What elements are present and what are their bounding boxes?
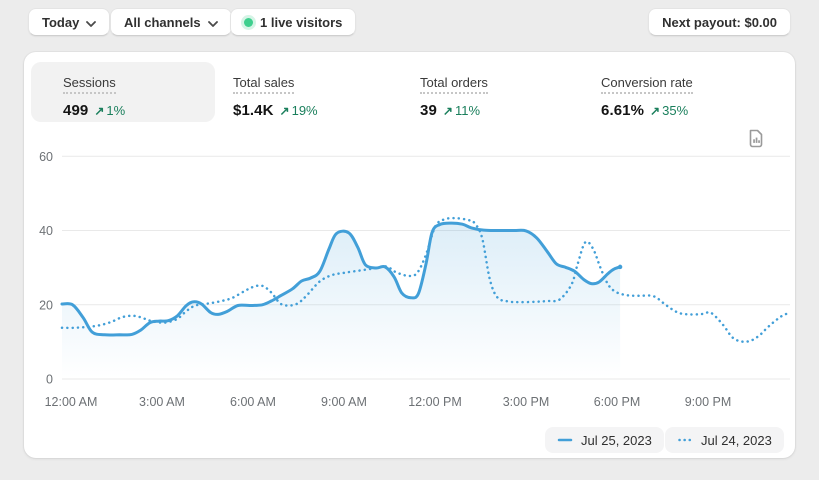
legend-item-jul-24[interactable]: Jul 24, 2023: [665, 427, 784, 453]
live-visitors-badge[interactable]: 1 live visitors: [230, 8, 357, 36]
up-arrow-icon: ↗: [442, 104, 453, 118]
metric-value: 499: [63, 102, 89, 119]
metric-label: Total sales: [233, 75, 295, 94]
legend-item-jul-25[interactable]: Jul 25, 2023: [545, 427, 664, 453]
metric-tab-conversion-rate[interactable]: Conversion rate 6.61% ↗ 35%: [601, 74, 693, 119]
metric-label: Total orders: [420, 75, 488, 94]
metric-tab-sessions-highlight: [31, 62, 215, 122]
chevron-down-icon: [207, 15, 218, 30]
svg-text:9:00 PM: 9:00 PM: [685, 395, 732, 409]
channel-filter-button[interactable]: All channels: [110, 8, 232, 36]
svg-text:12:00 AM: 12:00 AM: [45, 395, 98, 409]
chevron-down-icon: [86, 15, 97, 30]
sessions-line-chart[interactable]: 0 20 40 60 12:00 AM 3:00 AM 6:00 AM 9:00 AM 12:0…: [24, 52, 795, 458]
metric-value: 39: [420, 102, 437, 119]
svg-text:6:00 PM: 6:00 PM: [594, 395, 641, 409]
svg-text:12:00 PM: 12:00 PM: [408, 395, 462, 409]
next-payout-label: Next payout: $0.00: [662, 14, 777, 30]
metric-value: 6.61%: [601, 102, 645, 119]
svg-text:6:00 AM: 6:00 AM: [230, 395, 276, 409]
metric-value: $1.4K: [233, 102, 274, 119]
metric-delta: ↗ 35%: [650, 103, 689, 118]
metric-delta: ↗ 1%: [94, 103, 126, 118]
legend-label: Jul 25, 2023: [581, 432, 652, 448]
legend-label: Jul 24, 2023: [701, 432, 772, 448]
svg-text:60: 60: [39, 150, 53, 164]
live-visitors-label: 1 live visitors: [260, 14, 343, 30]
metric-delta: ↗ 11%: [442, 103, 481, 118]
solid-line-swatch-icon: [557, 438, 573, 442]
metric-tab-sessions[interactable]: Sessions 499 ↗ 1%: [63, 74, 125, 119]
metric-tab-total-orders[interactable]: Total orders 39 ↗ 11%: [420, 74, 488, 119]
svg-text:40: 40: [39, 224, 53, 238]
date-range-label: Today: [42, 14, 80, 30]
view-report-button[interactable]: [744, 126, 768, 150]
svg-text:9:00 AM: 9:00 AM: [321, 395, 367, 409]
up-arrow-icon: ↗: [650, 104, 661, 118]
date-range-button[interactable]: Today: [28, 8, 111, 36]
up-arrow-icon: ↗: [279, 104, 290, 118]
channel-filter-label: All channels: [124, 14, 201, 30]
next-payout-button[interactable]: Next payout: $0.00: [648, 8, 791, 36]
analytics-card: Sessions 499 ↗ 1% Total sales $1.4K ↗ 19…: [24, 52, 795, 458]
report-document-icon: [749, 129, 763, 147]
svg-text:20: 20: [39, 298, 53, 312]
metric-tab-total-sales[interactable]: Total sales $1.4K ↗ 19%: [233, 74, 318, 119]
metric-label: Sessions: [63, 75, 116, 94]
metric-label: Conversion rate: [601, 75, 693, 94]
svg-text:3:00 AM: 3:00 AM: [139, 395, 185, 409]
metric-delta: ↗ 19%: [279, 103, 318, 118]
svg-text:3:00 PM: 3:00 PM: [503, 395, 550, 409]
live-dot-icon: [244, 17, 253, 27]
dotted-line-swatch-icon: [678, 438, 692, 442]
up-arrow-icon: ↗: [94, 104, 105, 118]
svg-text:0: 0: [46, 373, 53, 387]
